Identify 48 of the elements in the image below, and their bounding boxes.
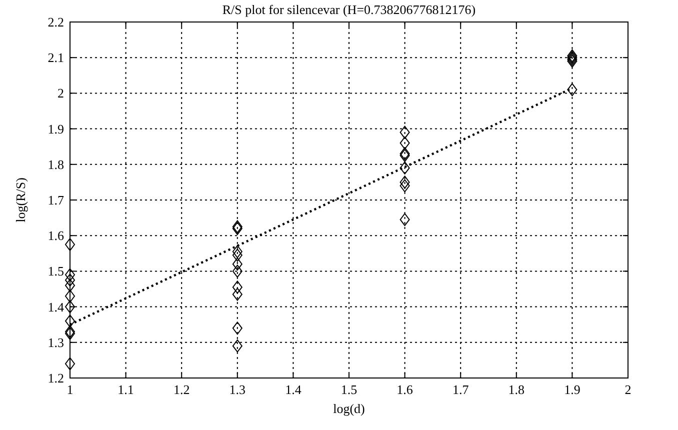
x-tick-label: 1 [66,382,74,397]
point [232,248,242,262]
x-tick-label: 1.5 [340,382,358,397]
point [65,300,75,314]
point [400,179,410,192]
point [232,245,242,258]
y-tick-label: 1.5 [48,264,64,279]
x-tick-label: 1.4 [285,382,302,397]
y-tick-label: 2 [58,86,64,101]
point [65,314,75,328]
point [400,136,410,150]
point [65,278,75,292]
x-tick-label: 1.9 [564,382,580,397]
point [232,288,242,301]
point [65,290,75,303]
x-tick-label: 1.1 [118,382,134,397]
x-tick-label: 1.3 [229,382,246,397]
y-tick-label: 2.1 [48,50,64,66]
x-tick-label: 1.8 [508,382,525,397]
y-tick-label: 1.6 [48,228,64,244]
y-tick-label: 1.9 [48,121,64,136]
y-tick-label: 1.8 [48,156,64,172]
x-tick-label: 1.2 [173,382,190,397]
point [232,339,242,352]
x-tick-label: 1.6 [396,382,414,397]
point [232,258,242,271]
point [400,213,410,226]
y-tick-label: 1.4 [48,299,64,314]
point [232,264,242,278]
x-axis-title: log(d) [333,401,365,416]
point [232,280,242,294]
y-axis-title: log(R/S) [13,178,28,222]
point [65,357,75,370]
y-tick-label: 1.2 [48,370,64,386]
point [400,161,410,174]
point [232,322,242,335]
point [65,274,75,287]
point [65,268,75,282]
chart-title: R/S plot for silencevar (H=0.738206776812176) [222,2,476,17]
y-tick-label: 1.7 [48,192,64,208]
point [567,83,578,96]
point [400,176,410,189]
y-tick-label: 2.2 [48,14,64,30]
point [400,126,410,139]
y-tick-label: 1.3 [48,334,64,350]
x-tick-label: 1.7 [452,382,470,397]
x-tick-label: 2 [624,382,632,397]
point [65,238,75,251]
